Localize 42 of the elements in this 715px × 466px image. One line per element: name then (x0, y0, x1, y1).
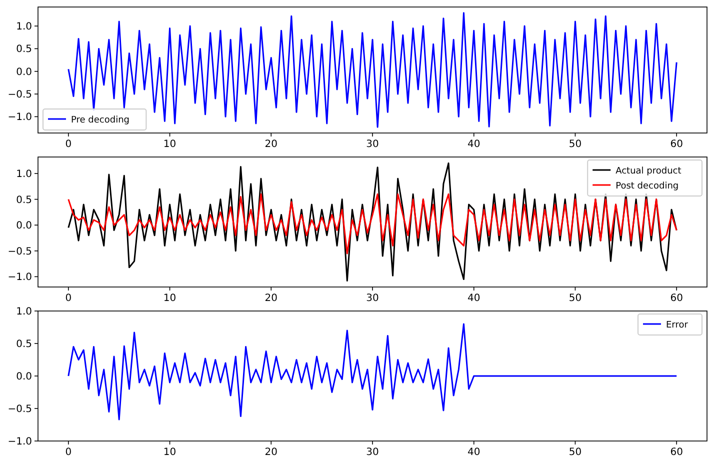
legend-label: Error (666, 320, 688, 330)
x-tick-label: 40 (467, 447, 480, 458)
y-tick-label: 0.0 (16, 372, 32, 382)
x-tick-label: 40 (467, 139, 480, 150)
legend-label: Actual product (616, 166, 682, 176)
legend-label: Post decoding (616, 182, 679, 192)
x-tick-label: 50 (568, 447, 582, 458)
y-tick-label: 0.0 (16, 66, 32, 78)
x-tick-label: 20 (264, 447, 278, 458)
x-tick-label: 10 (163, 139, 176, 150)
x-tick-label: 30 (366, 139, 379, 150)
x-tick-label: 30 (366, 293, 379, 304)
y-tick-label: 1.0 (16, 22, 32, 33)
x-tick-label: 20 (264, 293, 278, 304)
x-tick-label: 10 (163, 447, 176, 458)
line-series (68, 12, 678, 128)
y-tick-label: −1.0 (8, 112, 32, 124)
x-tick-label: 10 (163, 293, 176, 304)
y-tick-label: 1.0 (16, 169, 32, 180)
x-tick-label: 0 (65, 139, 72, 150)
x-tick-label: 60 (670, 447, 683, 458)
legend-label: Pre decoding (71, 116, 130, 126)
x-tick-label: 50 (568, 139, 582, 150)
x-tick-label: 60 (670, 139, 683, 150)
x-tick-label: 0 (65, 293, 72, 304)
y-tick-label: −1.0 (8, 272, 32, 284)
x-tick-label: 20 (264, 139, 278, 150)
x-tick-label: 30 (366, 447, 379, 458)
y-tick-label: 0.0 (16, 220, 32, 232)
y-tick-label: −0.5 (8, 90, 32, 101)
y-tick-label: 0.5 (16, 339, 32, 350)
y-tick-label: 0.5 (16, 194, 32, 206)
y-tick-label: 1.0 (16, 306, 32, 318)
x-tick-label: 50 (568, 293, 582, 304)
y-tick-label: −0.5 (8, 246, 32, 258)
x-tick-label: 60 (670, 293, 683, 304)
y-tick-label: 0.5 (16, 44, 32, 56)
y-tick-label: −0.5 (8, 404, 32, 415)
x-tick-label: 0 (65, 447, 72, 458)
y-tick-label: −1.0 (8, 436, 32, 448)
x-tick-label: 40 (467, 293, 480, 304)
line-series (68, 193, 678, 254)
